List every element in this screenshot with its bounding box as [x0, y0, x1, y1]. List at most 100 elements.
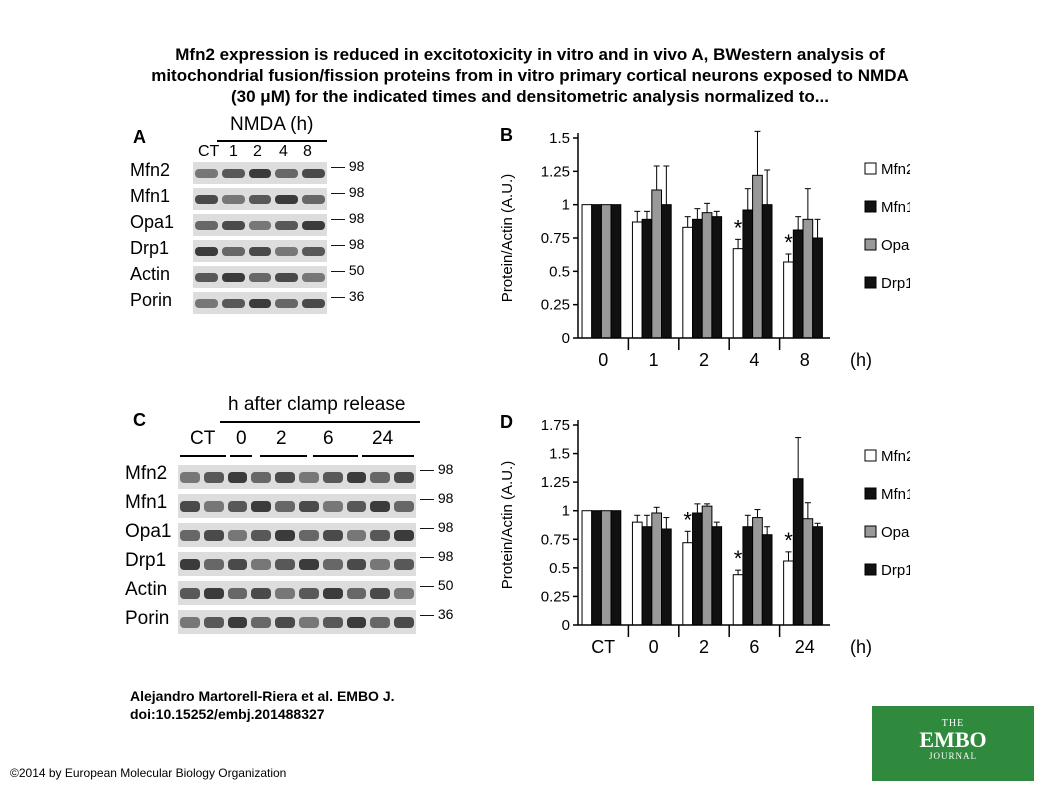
blot-row-label: Porin: [130, 290, 173, 310]
bar-opa1: [802, 218, 814, 339]
x-axis-label: (h): [850, 350, 872, 370]
blot-band: [251, 559, 272, 570]
bar-opa1: [600, 510, 612, 626]
y-tick-label: 0.75: [541, 531, 570, 548]
legend-swatch: [864, 487, 877, 500]
y-tick-label: 1: [562, 503, 570, 520]
blot-band: [221, 194, 245, 205]
bar-opa1: [701, 212, 713, 339]
blot-band: [275, 559, 295, 570]
blot-band: [195, 220, 218, 231]
blot-band: [180, 588, 200, 599]
blot-strip: [178, 494, 416, 518]
blot-band: [299, 530, 319, 541]
blot-band: [346, 472, 367, 483]
blot-band: [275, 617, 295, 628]
y-tick-label: 0.75: [541, 230, 570, 247]
blot-band: [346, 530, 367, 541]
blot-band: [275, 220, 299, 231]
blot-band: [302, 298, 325, 309]
logo-line: THE: [941, 718, 965, 729]
blot-band: [221, 168, 245, 179]
blot-band: [394, 559, 414, 570]
blot-strip: [178, 465, 416, 489]
x-tick-label: 0: [649, 637, 659, 657]
blot-band: [227, 559, 248, 570]
bar-mfn2: [783, 560, 794, 626]
blot-band: [302, 168, 325, 179]
lane-label: 0: [236, 428, 247, 449]
blot-row-label: Porin: [125, 608, 170, 629]
blot-band: [195, 246, 218, 257]
blot-row-label: Opa1: [125, 521, 172, 542]
blot-strip: [193, 292, 327, 314]
blot-band: [203, 617, 224, 628]
mw-marker: — 36: [420, 606, 454, 622]
blot-band: [322, 472, 343, 483]
blot-strip: [193, 240, 327, 262]
legend-swatch: [864, 563, 877, 576]
mw-marker: — 50: [331, 262, 365, 278]
bar-drp1: [812, 237, 823, 339]
title-line: Mfn2 expression is reduced in excitotoxi…: [175, 45, 885, 64]
blot-band: [221, 246, 245, 257]
bar-opa1: [701, 505, 713, 626]
blot-band: [275, 246, 299, 257]
bar-mfn1: [792, 478, 804, 626]
figure-title: Mfn2 expression is reduced in excitotoxi…: [40, 44, 1020, 107]
lane-group-line: [362, 455, 414, 457]
citation-line: Alejandro Martorell-Riera et al. EMBO J.: [130, 688, 395, 704]
y-tick-label: 0.5: [549, 263, 570, 280]
legend-label: Mfn1: [881, 486, 910, 503]
blot-band: [322, 501, 343, 512]
blot-band: [346, 617, 367, 628]
y-tick-label: 1.25: [541, 163, 570, 180]
chart-b: Protein/Actin (A.U.) 0 0.25 0.5 0.75 1 1.25 1.5…: [499, 125, 910, 370]
blot-band: [394, 617, 414, 628]
x-tick-label: CT: [591, 637, 615, 657]
mw-marker: — 36: [331, 288, 365, 304]
bar-mfn1: [742, 526, 754, 626]
mw-marker: — 98: [420, 519, 454, 535]
lane-label: 2: [276, 428, 287, 449]
blot-row-label: Mfn1: [130, 186, 171, 206]
blot-band: [227, 588, 248, 599]
blot-strip: [193, 266, 327, 288]
blot-band: [248, 194, 272, 205]
legend-swatch: [864, 276, 877, 289]
bar-opa1: [600, 204, 612, 339]
blot-band: [275, 588, 295, 599]
blot-row-label: Drp1: [130, 238, 170, 258]
lane-label: 6: [323, 428, 334, 449]
y-tick-label: 1.75: [541, 417, 570, 434]
significance-star: *: [734, 215, 743, 240]
citation-line: doi:10.15252/embj.201488327: [130, 706, 325, 722]
significance-star: *: [784, 230, 793, 255]
blot-strip: [193, 214, 327, 236]
blot-band: [299, 472, 319, 483]
bar-drp1: [761, 204, 773, 339]
significance-star: *: [784, 528, 793, 553]
blot-band: [275, 501, 295, 512]
blot-band: [180, 617, 200, 628]
legend-swatch: [864, 525, 877, 538]
blot-a-header-line: [217, 140, 327, 142]
blot-row-label: Mfn2: [130, 160, 171, 180]
blot-band: [251, 472, 272, 483]
x-tick-label: 1: [649, 350, 659, 370]
blot-band: [251, 501, 272, 512]
blot-band: [203, 588, 224, 599]
blot-band: [394, 530, 414, 541]
y-tick-label: 0.5: [549, 560, 570, 577]
blot-band: [322, 588, 343, 599]
blot-band: [251, 530, 272, 541]
bar-opa1: [651, 512, 663, 626]
chart-d: Protein/Actin (A.U.) 0 0.25 0.5 0.75 1 1.25 1.5…: [499, 412, 910, 657]
blot-band: [221, 298, 245, 309]
y-axis-label: Protein/Actin (A.U.): [499, 174, 516, 302]
lane-label: 4: [279, 143, 288, 160]
legend-swatch: [864, 162, 877, 175]
x-tick-label: 24: [795, 637, 815, 657]
bar-opa1: [802, 518, 814, 626]
blot-band: [394, 588, 414, 599]
